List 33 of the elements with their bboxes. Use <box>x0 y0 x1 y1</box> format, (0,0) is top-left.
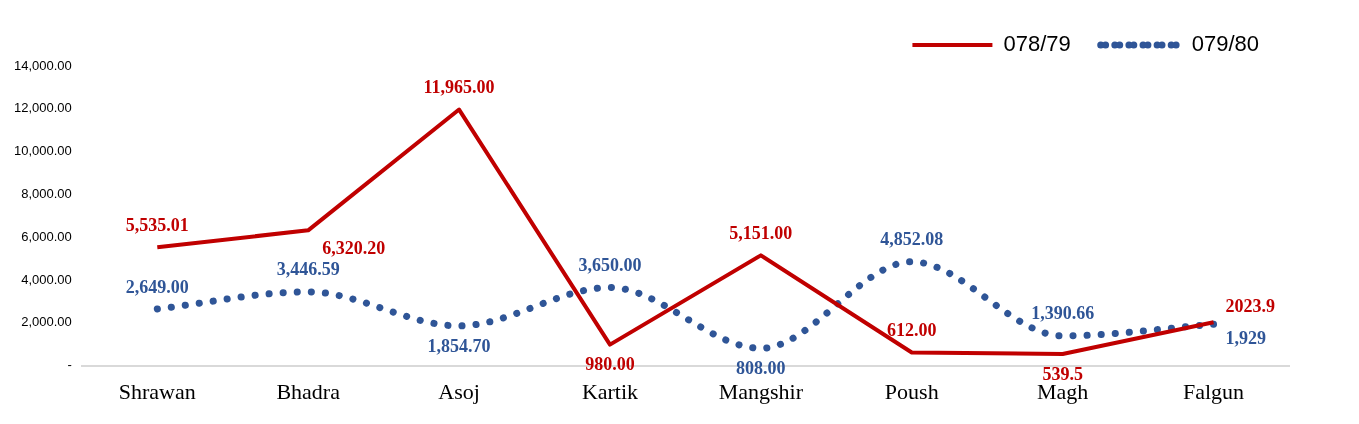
x-tick-label: Shrawan <box>118 378 196 404</box>
x-tick-label: Asoj <box>438 378 480 404</box>
x-tick-label: Mangshir <box>718 378 804 404</box>
y-tick-label: 8,000.00 <box>21 185 72 201</box>
x-tick-label: Bhadra <box>276 378 341 404</box>
data-label: 2,649.00 <box>125 276 189 297</box>
y-tick-label: 14,000.00 <box>13 57 72 73</box>
data-label: 11,965.00 <box>423 77 495 98</box>
y-tick-label: 12,000.00 <box>13 100 72 116</box>
x-tick-label: Falgun <box>1182 378 1245 404</box>
data-label: 539.5 <box>1042 363 1083 384</box>
y-tick-label: 10,000.00 <box>13 143 72 159</box>
data-label: 2023.9 <box>1225 295 1276 316</box>
data-label: 4,852.08 <box>880 229 944 250</box>
data-label: 808.00 <box>736 357 786 378</box>
y-tick-label: - <box>67 357 72 373</box>
y-tick-label: 2,000.00 <box>21 314 72 330</box>
data-label: 980.00 <box>585 354 635 375</box>
legend-label: 079/80 <box>1191 31 1260 57</box>
data-label: 1,390.66 <box>1031 303 1095 324</box>
data-label: 612.00 <box>887 320 937 341</box>
data-label: 5,535.01 <box>125 214 189 235</box>
y-tick-label: 4,000.00 <box>21 271 72 287</box>
data-label: 6,320.20 <box>322 238 386 258</box>
legend-label: 078/79 <box>1003 31 1071 57</box>
data-label: 1,854.70 <box>427 335 491 356</box>
y-tick-label: 6,000.00 <box>21 228 72 244</box>
data-label: 1,929 <box>1225 327 1267 348</box>
data-label: 3,650.00 <box>578 255 642 276</box>
x-tick-label: Kartik <box>581 378 639 404</box>
data-label: 5,151.00 <box>729 223 793 244</box>
x-tick-label: Poush <box>884 378 939 404</box>
data-label: 3,446.59 <box>276 259 340 280</box>
